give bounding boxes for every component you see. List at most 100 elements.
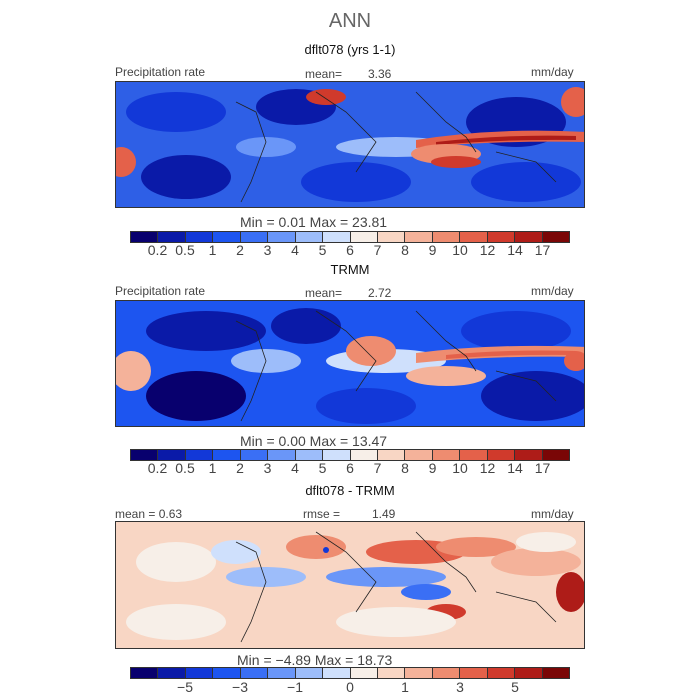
colorbar-swatch	[542, 450, 569, 460]
colorbar-swatch	[158, 232, 186, 242]
colorbar-swatch	[350, 668, 378, 678]
colorbar-swatch	[432, 232, 461, 242]
colorbar-tick-label: 10	[452, 460, 468, 476]
colorbar-swatch	[542, 232, 569, 242]
colorbar-tick-label: 10	[452, 242, 468, 258]
colorbar-swatch	[377, 232, 406, 242]
colorbar-tick-label: 9	[428, 242, 437, 258]
colorbar-swatch	[295, 232, 324, 242]
colorbar-tick-label: 0.2	[147, 460, 168, 476]
colorbar-swatch	[515, 450, 543, 460]
colorbar-tick-label: 14	[507, 460, 523, 476]
units-label: mm/day	[531, 284, 574, 298]
rmse-label: rmse =	[303, 507, 341, 521]
colorbar-tick-label: 3	[456, 679, 464, 695]
colorbar-swatch	[268, 232, 296, 242]
colorbar	[130, 449, 570, 461]
colorbar-swatch	[432, 668, 461, 678]
colorbar-swatch	[515, 232, 543, 242]
colorbar-swatch	[542, 668, 569, 678]
colorbar-tick-label: 14	[507, 242, 523, 258]
colorbar-tick-label: 5	[511, 679, 519, 695]
colorbar-swatch	[432, 450, 461, 460]
precip-map-model	[115, 81, 585, 208]
colorbar-tick-label: 9	[428, 460, 437, 476]
colorbar-swatch	[295, 668, 324, 678]
rmse-value: 1.49	[372, 507, 396, 521]
colorbar-swatch	[460, 668, 488, 678]
colorbar-tick-label: 6	[346, 242, 354, 258]
mean-label: mean=	[305, 67, 343, 81]
colorbar-swatch	[240, 450, 269, 460]
variable-label: Precipitation rate	[115, 284, 206, 298]
colorbar-swatch	[240, 232, 269, 242]
colorbar-tick-label: −3	[232, 679, 248, 695]
colorbar-tick-label: 1	[401, 679, 409, 695]
colorbar-swatch	[240, 668, 269, 678]
panel-subtitle: dflt078 - TRMM	[305, 483, 395, 498]
colorbar	[130, 667, 570, 679]
colorbar-swatch	[268, 668, 296, 678]
panel-subtitle: dflt078 (yrs 1-1)	[304, 42, 396, 57]
colorbar-tick-label: 17	[534, 242, 551, 258]
colorbar-tick-label: 6	[346, 460, 354, 476]
colorbar-swatch	[295, 450, 324, 460]
colorbar-swatch	[131, 232, 159, 242]
colorbar-swatch	[377, 450, 406, 460]
colorbar-tick-label: 8	[401, 242, 409, 258]
colorbar-swatch	[131, 450, 159, 460]
colorbar-tick-label: 5	[318, 242, 327, 258]
variable-label: Precipitation rate	[115, 65, 206, 79]
precip-diff-map	[115, 521, 585, 649]
colorbar-tick-label: 3	[263, 460, 272, 476]
min-max-readout: Min = −4.89 Max = 18.73	[237, 652, 393, 668]
colorbar-swatch	[405, 450, 433, 460]
colorbar-swatch	[213, 450, 241, 460]
colorbar-swatch	[158, 668, 186, 678]
colorbar-swatch	[185, 232, 214, 242]
colorbar-swatch	[350, 232, 378, 242]
colorbar-swatch	[323, 668, 351, 678]
min-max-readout: Min = 0.00 Max = 13.47	[240, 433, 388, 449]
colorbar-tick-label: 17	[534, 460, 551, 476]
colorbar-swatch	[515, 668, 543, 678]
units-label: mm/day	[531, 507, 574, 521]
colorbar-swatch	[487, 668, 516, 678]
colorbar-tick-label: 12	[479, 460, 496, 476]
colorbar-tick-label: 0	[346, 679, 354, 695]
colorbar-swatch	[487, 450, 516, 460]
colorbar-tick-label: 0.5	[175, 242, 195, 258]
colorbar-tick-label: 1	[208, 460, 217, 476]
colorbar-swatch	[185, 668, 214, 678]
colorbar-swatch	[213, 232, 241, 242]
colorbar-tick-label: 12	[479, 242, 496, 258]
colorbar	[130, 231, 570, 243]
colorbar-tick-label: 5	[318, 460, 327, 476]
colorbar-tick-label: −1	[287, 679, 303, 695]
colorbar-tick-label: 4	[291, 460, 299, 476]
panel-subtitle: TRMM	[330, 262, 370, 277]
precip-map-trmm	[115, 300, 585, 427]
colorbar-tick-label: 8	[401, 460, 409, 476]
colorbar-swatch	[350, 450, 378, 460]
colorbar-ticks: 0.2 0.5 1 2 3 4 5 6 7 8 9 10 12 14 17	[130, 460, 570, 476]
colorbar-tick-label: 2	[236, 242, 244, 258]
colorbar-tick-label: 7	[373, 460, 382, 476]
colorbar-swatch	[131, 668, 159, 678]
colorbar-swatch	[460, 450, 488, 460]
mean-label: mean=	[305, 286, 343, 300]
colorbar-tick-label: 0.2	[147, 242, 168, 258]
colorbar-swatch	[268, 450, 296, 460]
mean-value: 3.36	[368, 67, 392, 81]
colorbar-tick-label: 0.5	[175, 460, 195, 476]
colorbar-tick-label: 2	[236, 460, 244, 476]
colorbar-tick-label: 3	[263, 242, 272, 258]
colorbar-swatch	[405, 232, 433, 242]
colorbar-swatch	[377, 668, 406, 678]
figure-title: ANN	[328, 10, 372, 32]
colorbar-swatch	[323, 232, 351, 242]
colorbar-ticks: −5 −3 −1 0 1 3 5	[130, 679, 570, 695]
colorbar-tick-label: 1	[208, 242, 217, 258]
colorbar-swatch	[213, 668, 241, 678]
mean-value: 2.72	[368, 286, 392, 300]
